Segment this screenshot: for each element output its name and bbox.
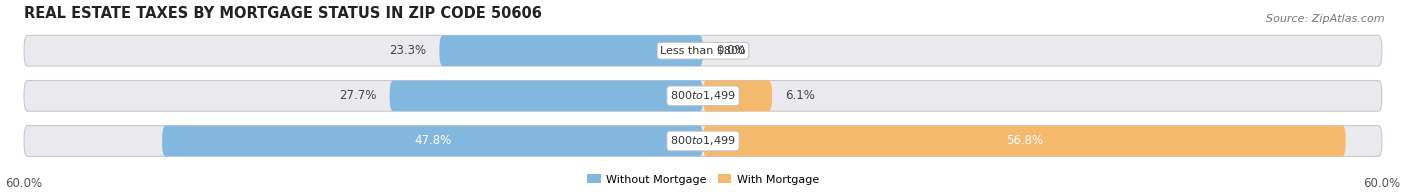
Text: $800 to $1,499: $800 to $1,499	[671, 89, 735, 102]
Text: 0.0%: 0.0%	[717, 44, 747, 57]
Text: 27.7%: 27.7%	[339, 89, 375, 102]
Text: 56.8%: 56.8%	[1005, 134, 1043, 147]
FancyBboxPatch shape	[162, 126, 703, 156]
FancyBboxPatch shape	[703, 81, 772, 111]
Text: REAL ESTATE TAXES BY MORTGAGE STATUS IN ZIP CODE 50606: REAL ESTATE TAXES BY MORTGAGE STATUS IN …	[24, 5, 541, 21]
FancyBboxPatch shape	[439, 35, 703, 66]
Text: Less than $800: Less than $800	[661, 46, 745, 56]
Text: Source: ZipAtlas.com: Source: ZipAtlas.com	[1267, 14, 1385, 24]
Legend: Without Mortgage, With Mortgage: Without Mortgage, With Mortgage	[582, 170, 824, 189]
FancyBboxPatch shape	[703, 126, 1346, 156]
FancyBboxPatch shape	[389, 81, 703, 111]
FancyBboxPatch shape	[24, 35, 1382, 66]
Text: 47.8%: 47.8%	[413, 134, 451, 147]
FancyBboxPatch shape	[24, 81, 1382, 111]
Text: $800 to $1,499: $800 to $1,499	[671, 134, 735, 147]
FancyBboxPatch shape	[24, 126, 1382, 156]
Text: 23.3%: 23.3%	[388, 44, 426, 57]
Text: 6.1%: 6.1%	[786, 89, 815, 102]
